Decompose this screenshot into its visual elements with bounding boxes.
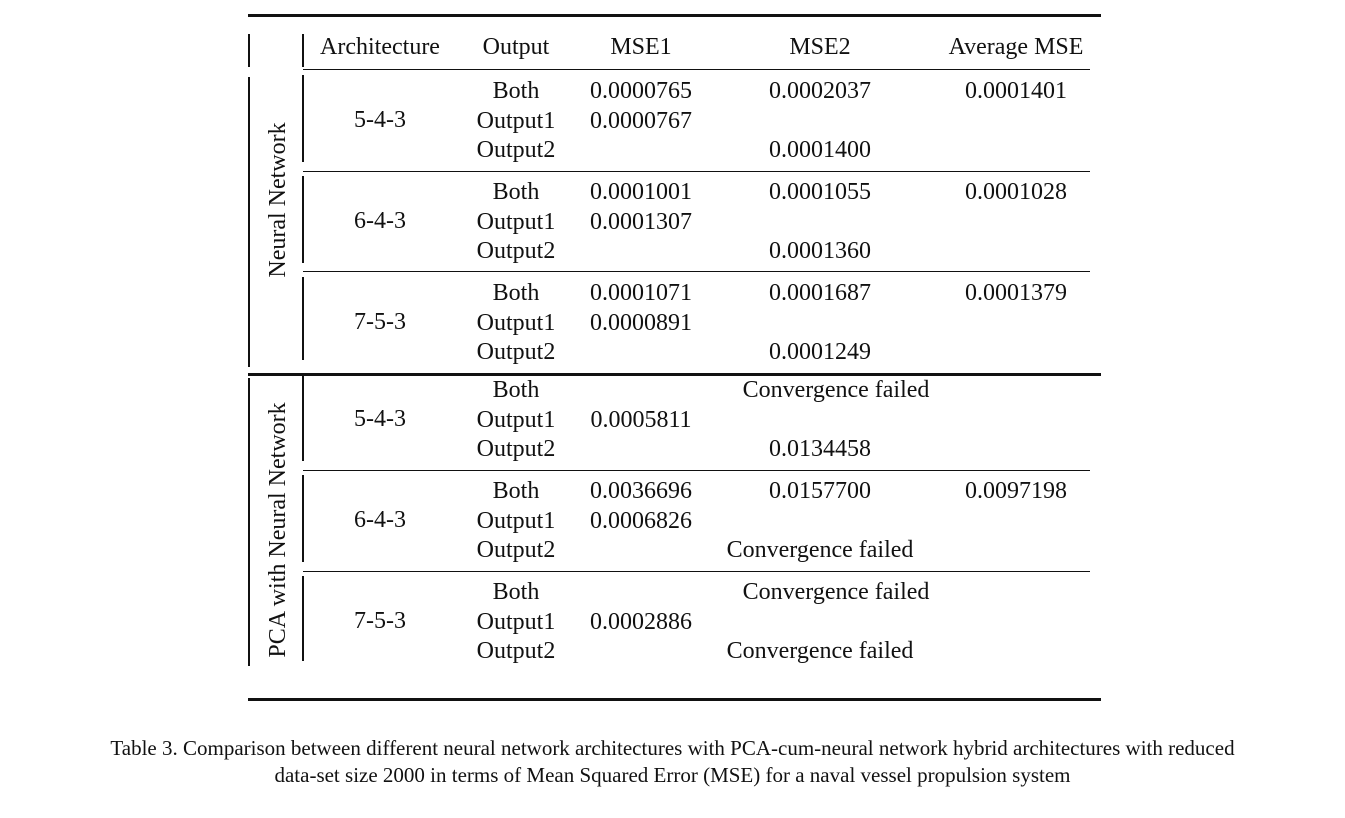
table-caption: Table 3. Comparison between different ne… <box>110 736 1235 787</box>
block-left-rule <box>302 374 304 461</box>
output-cell: Both <box>492 78 540 104</box>
table-bottom-rule <box>248 698 1101 701</box>
mse1-cell: 0.0005811 <box>590 407 692 433</box>
output-cell: Output1 <box>476 310 556 336</box>
group-separator-rule <box>248 373 1101 376</box>
output-cell: Output1 <box>476 108 556 134</box>
mse1-cell: 0.0006826 <box>590 508 692 534</box>
output-cell: Output2 <box>476 137 556 163</box>
architecture-cell: 6-4-3 <box>354 208 406 234</box>
mse1-cell: 0.0001071 <box>590 280 692 306</box>
table-top-rule <box>248 14 1101 17</box>
output-cell: Output1 <box>476 609 556 635</box>
block-left-rule <box>302 576 304 661</box>
mse1-cell: 0.0000891 <box>590 310 692 336</box>
average-mse-cell: 0.0001401 <box>965 78 1067 104</box>
average-mse-cell: 0.0097198 <box>965 478 1067 504</box>
block-separator-rule <box>303 571 1090 572</box>
architecture-cell: 5-4-3 <box>354 406 406 432</box>
block-separator-rule <box>303 470 1090 471</box>
group-label-neural-network: Neural Network <box>265 122 291 278</box>
output-cell: Both <box>492 179 540 205</box>
output-cell: Output1 <box>476 407 556 433</box>
mse2-cell: 0.0002037 <box>769 78 871 104</box>
header-mse1: MSE1 <box>610 34 672 60</box>
mse2-cell: 0.0001687 <box>769 280 871 306</box>
mse1-cell: 0.0002886 <box>590 609 692 635</box>
mse1-cell: 0.0036696 <box>590 478 692 504</box>
mse1-cell: 0.0000767 <box>590 108 692 134</box>
block-separator-rule <box>303 171 1090 172</box>
mse1-cell: 0.0001001 <box>590 179 692 205</box>
block-left-rule <box>302 176 304 263</box>
header-rule <box>303 69 1090 70</box>
mse2-cell: Convergence failed <box>742 579 930 605</box>
header-average-mse: Average MSE <box>948 34 1084 60</box>
mse2-cell: Convergence failed <box>726 537 914 563</box>
header-output: Output <box>482 34 550 60</box>
group-label-pca-with-neural-network: PCA with Neural Network <box>265 402 291 658</box>
mse1-cell: 0.0001307 <box>590 209 692 235</box>
mse2-cell: 0.0001055 <box>769 179 871 205</box>
header-mse2: MSE2 <box>789 34 851 60</box>
output-cell: Output1 <box>476 209 556 235</box>
output-cell: Output2 <box>476 537 556 563</box>
group-left-rule <box>248 77 250 367</box>
output-cell: Output2 <box>476 638 556 664</box>
architecture-cell: 6-4-3 <box>354 507 406 533</box>
group-left-rule <box>248 378 250 666</box>
average-mse-cell: 0.0001379 <box>965 280 1067 306</box>
average-mse-cell: 0.0001028 <box>965 179 1067 205</box>
mse2-cell: 0.0001249 <box>769 339 871 365</box>
output-cell: Output1 <box>476 508 556 534</box>
mse2-cell: 0.0134458 <box>769 436 871 462</box>
mse1-cell: 0.0000765 <box>590 78 692 104</box>
header-architecture: Architecture <box>320 34 440 60</box>
output-cell: Both <box>492 280 540 306</box>
output-cell: Output2 <box>476 339 556 365</box>
output-cell: Both <box>492 579 540 605</box>
mse2-cell: Convergence failed <box>726 638 914 664</box>
architecture-cell: 5-4-3 <box>354 107 406 133</box>
architecture-cell: 7-5-3 <box>354 309 406 335</box>
block-left-rule <box>302 75 304 162</box>
mse2-cell: Convergence failed <box>742 377 930 403</box>
output-cell: Output2 <box>476 238 556 264</box>
mse2-cell: 0.0001360 <box>769 238 871 264</box>
output-cell: Both <box>492 377 540 403</box>
header-left-rule <box>248 34 250 67</box>
mse2-cell: 0.0001400 <box>769 137 871 163</box>
architecture-cell: 7-5-3 <box>354 608 406 634</box>
block-left-rule <box>302 475 304 562</box>
output-cell: Output2 <box>476 436 556 462</box>
block-left-rule <box>302 277 304 360</box>
block-separator-rule <box>303 271 1090 272</box>
output-cell: Both <box>492 478 540 504</box>
header-left-rule <box>302 34 304 67</box>
mse2-cell: 0.0157700 <box>769 478 871 504</box>
